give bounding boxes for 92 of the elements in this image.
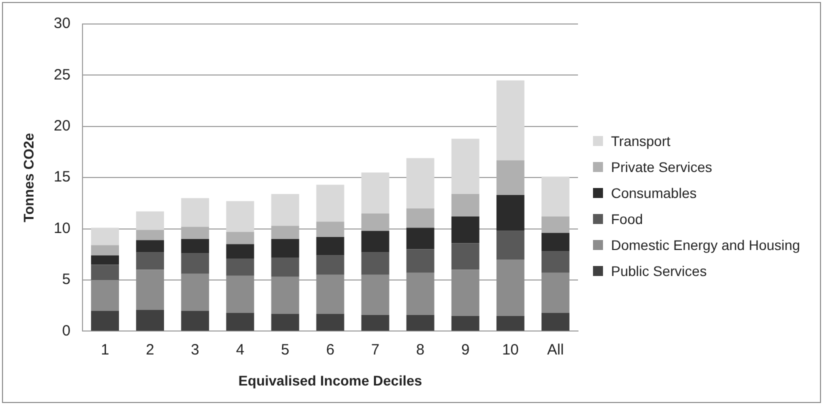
bar xyxy=(361,274,390,315)
bar xyxy=(181,274,210,311)
bar xyxy=(271,226,300,240)
bar xyxy=(451,194,480,217)
bar xyxy=(136,230,164,240)
bar xyxy=(496,160,524,196)
x-tick-label: 2 xyxy=(146,341,154,358)
x-tick-label: 6 xyxy=(326,341,334,358)
bar xyxy=(496,230,524,260)
bar xyxy=(316,255,344,275)
x-tick-label: 5 xyxy=(281,341,290,358)
x-tick-label: 10 xyxy=(502,341,519,358)
bar xyxy=(361,172,390,214)
bar xyxy=(316,274,344,314)
bar xyxy=(406,208,434,228)
bar xyxy=(496,316,524,331)
x-axis-title: Equivalised Income Deciles xyxy=(238,372,422,388)
bar xyxy=(271,314,300,331)
bar xyxy=(361,314,390,331)
bar xyxy=(181,310,210,331)
bar xyxy=(496,260,524,316)
y-tick-label: 20 xyxy=(54,118,70,135)
bar xyxy=(361,252,390,275)
legend-label: Transport xyxy=(611,132,670,151)
y-tick-label: 10 xyxy=(54,220,70,237)
x-tick-label: 1 xyxy=(100,341,110,358)
bar xyxy=(226,232,254,244)
bar xyxy=(271,239,300,258)
bar xyxy=(496,80,524,160)
x-tick-label: 3 xyxy=(190,341,200,358)
bar xyxy=(91,228,119,246)
bar xyxy=(542,176,570,217)
bar xyxy=(181,253,210,274)
bar xyxy=(91,255,119,265)
bar xyxy=(226,258,254,276)
bar xyxy=(361,213,390,231)
bar xyxy=(406,272,434,315)
bar xyxy=(271,257,300,277)
bar xyxy=(226,276,254,313)
bar xyxy=(181,239,210,254)
bar xyxy=(542,272,570,313)
bar xyxy=(542,312,570,331)
legend-label: Domestic Energy and Housing xyxy=(611,236,800,255)
bar xyxy=(181,198,210,227)
bar xyxy=(271,276,300,314)
bar xyxy=(136,211,164,230)
bar xyxy=(542,251,570,273)
bar xyxy=(226,201,254,232)
y-tick-label: 25 xyxy=(54,66,70,84)
x-tick-label: 7 xyxy=(371,341,380,358)
bar xyxy=(226,244,254,258)
bar xyxy=(316,236,344,256)
bar xyxy=(181,226,210,240)
bar xyxy=(451,243,480,270)
bar xyxy=(136,270,164,310)
bar xyxy=(542,232,570,252)
bar xyxy=(406,228,434,250)
bar xyxy=(136,310,164,331)
x-tick-label: 9 xyxy=(461,341,470,358)
y-axis-title: Tonnes CO2e xyxy=(20,132,36,222)
bar xyxy=(91,264,119,280)
x-tick-label: 4 xyxy=(236,341,244,358)
bar xyxy=(91,280,119,311)
x-tick-label: 8 xyxy=(416,341,425,358)
y-tick-label: 0 xyxy=(62,322,70,340)
bar xyxy=(406,158,434,208)
bar xyxy=(226,312,254,331)
legend-label: Private Services xyxy=(611,158,712,177)
bar xyxy=(316,314,344,331)
bar xyxy=(406,314,434,331)
bar xyxy=(451,316,480,331)
bar xyxy=(91,310,119,331)
bar xyxy=(136,240,164,252)
bar xyxy=(496,195,524,231)
bar xyxy=(451,216,480,244)
x-tick-label: All xyxy=(547,341,564,358)
bar xyxy=(542,216,570,233)
bar xyxy=(451,138,480,194)
bar xyxy=(136,252,164,270)
bar xyxy=(451,270,480,316)
legend-label: Food xyxy=(611,210,643,229)
legend-label: Public Services xyxy=(611,262,707,281)
bar xyxy=(316,222,344,237)
legend-label: Consumables xyxy=(611,184,697,203)
bar xyxy=(406,249,434,273)
bar xyxy=(361,230,390,252)
y-tick-label: 15 xyxy=(54,168,70,186)
bar xyxy=(91,245,119,256)
bar xyxy=(271,194,300,226)
bar xyxy=(316,184,344,222)
y-tick-label: 30 xyxy=(54,15,70,32)
y-tick-label: 5 xyxy=(62,271,70,288)
